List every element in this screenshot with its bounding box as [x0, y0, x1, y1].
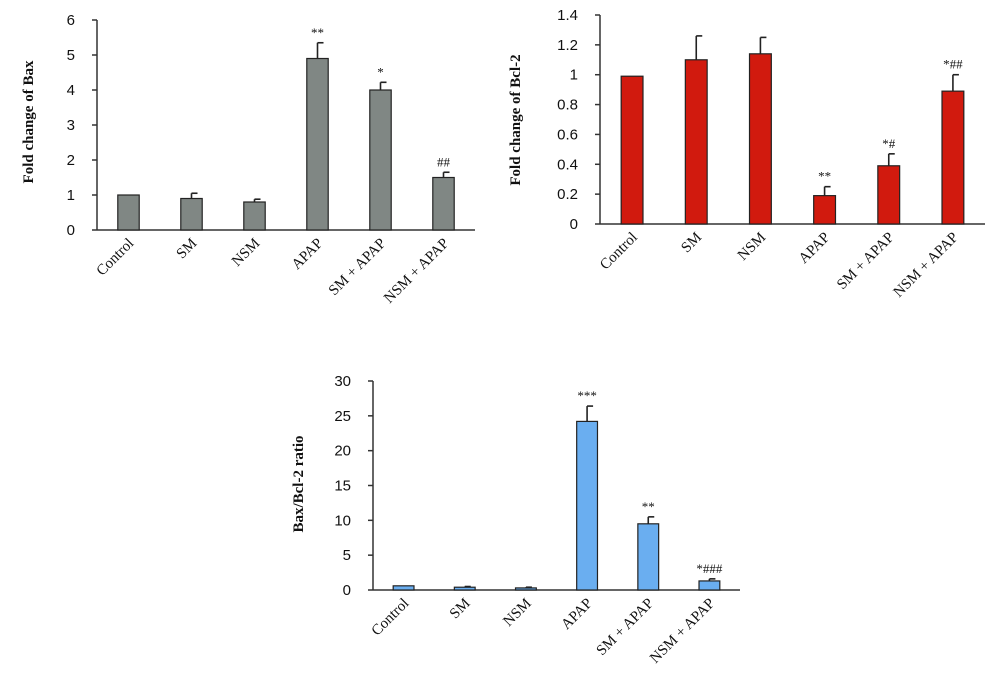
- y-tick-label: 20: [334, 443, 351, 460]
- category-label: NSM: [735, 230, 769, 264]
- category-label: APAP: [289, 236, 326, 273]
- category-label: SM: [447, 596, 474, 623]
- bax-bcl2-ratio-chart: 0 5 10 15 20 25 30 Bax/Bcl-2 ratio Control SM NSM *…: [291, 373, 740, 667]
- y-tick-label: 1.4: [557, 7, 578, 24]
- significance-label: *#: [882, 136, 896, 151]
- y-tick-label: 5: [67, 47, 75, 64]
- bar: [514, 587, 537, 591]
- bar: [180, 197, 203, 231]
- category-label: APAP: [796, 230, 833, 267]
- bar: [941, 90, 965, 225]
- category-label: NSM: [229, 236, 263, 270]
- y-axis-label: Fold change of Bax: [21, 60, 37, 183]
- y-tick-label: 1: [67, 187, 75, 204]
- significance-label: **: [311, 25, 324, 40]
- bar: [620, 75, 644, 225]
- category-label: SM: [678, 230, 705, 257]
- category-label: APAP: [558, 596, 595, 633]
- y-tick-label: 0: [343, 582, 351, 599]
- bax-fold-change-chart: 0 1 2 3 4 5 6 Fold change of Bax Control SM NSM ** A…: [21, 12, 475, 307]
- category-label: SM: [174, 236, 201, 263]
- bar: [877, 165, 901, 225]
- category-label: Control: [597, 230, 641, 274]
- significance-label: **: [818, 169, 831, 184]
- bar: [813, 195, 837, 225]
- bar: [637, 523, 660, 591]
- category-label: NSM + APAP: [381, 236, 452, 307]
- significance-label: *##: [943, 57, 963, 72]
- y-tick-label: 10: [334, 512, 351, 529]
- bar: [369, 89, 392, 231]
- category-label: NSM + APAP: [891, 230, 962, 301]
- bar: [306, 57, 329, 231]
- y-axis-label: Bax/Bcl-2 ratio: [291, 435, 307, 532]
- category-label: NSM: [500, 596, 534, 630]
- category-label: Control: [369, 596, 413, 640]
- y-tick-label: 0.4: [557, 156, 578, 173]
- y-tick-label: 0.2: [557, 186, 578, 203]
- bar: [748, 53, 772, 225]
- y-tick-label: 2: [67, 152, 75, 169]
- category-label: SM + APAP: [594, 596, 657, 659]
- category-label: Control: [94, 236, 138, 280]
- y-tick-label: 30: [334, 373, 351, 390]
- significance-label: *###: [696, 561, 723, 576]
- bar: [243, 201, 266, 231]
- category-label: NSM + APAP: [647, 596, 718, 667]
- y-tick-label: 1.2: [557, 37, 578, 54]
- y-tick-label: 5: [343, 547, 351, 564]
- y-tick-label: 0: [570, 216, 578, 233]
- y-tick-label: 4: [67, 82, 75, 99]
- significance-label: ***: [577, 388, 597, 403]
- bar: [453, 586, 476, 591]
- bar: [432, 176, 455, 231]
- bar: [117, 194, 140, 231]
- y-tick-label: 0.8: [557, 97, 578, 114]
- y-tick-label: 0: [67, 222, 75, 239]
- y-tick-label: 0.6: [557, 126, 578, 143]
- bar: [392, 585, 415, 591]
- y-tick-label: 25: [334, 408, 351, 425]
- y-tick-label: 3: [67, 117, 75, 134]
- y-axis-label: Fold change of Bcl-2: [508, 54, 524, 185]
- y-tick-label: 6: [67, 12, 75, 29]
- y-tick-label: 1: [570, 67, 578, 84]
- bar: [684, 59, 708, 225]
- significance-label: *: [377, 64, 384, 79]
- y-tick-label: 15: [334, 478, 351, 495]
- category-label: SM + APAP: [834, 230, 897, 293]
- significance-label: **: [642, 499, 655, 514]
- category-label: SM + APAP: [326, 236, 389, 299]
- significance-label: ##: [437, 154, 451, 169]
- bar: [576, 420, 599, 591]
- bar: [698, 580, 721, 591]
- bcl2-fold-change-chart: 0 0.2 0.4 0.6 0.8 1 1.2 1.4 Fold change of Bcl-2…: [508, 7, 985, 301]
